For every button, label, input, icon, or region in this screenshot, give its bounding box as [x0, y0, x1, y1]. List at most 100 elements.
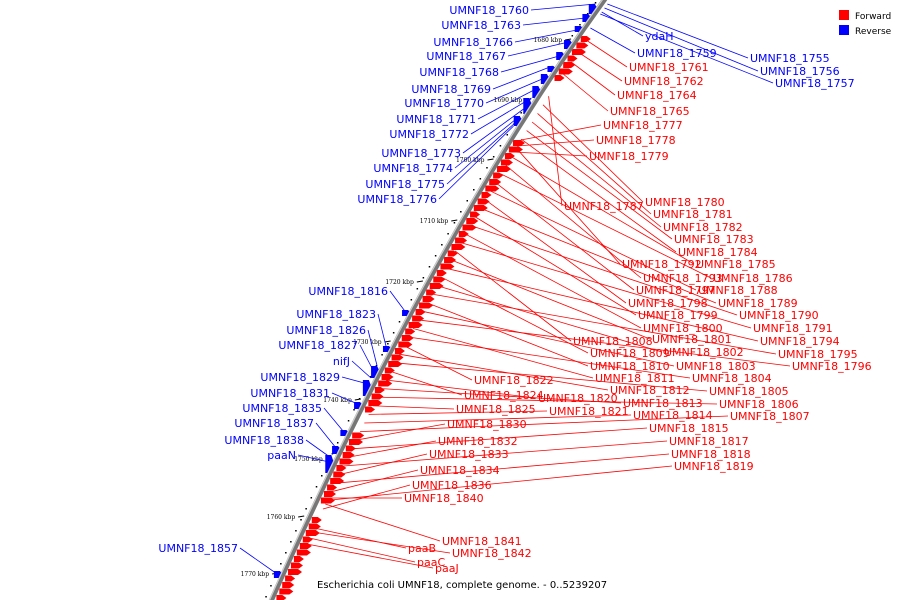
gene-label: UMNF18_1809 — [590, 347, 670, 360]
forward-gene — [352, 432, 365, 439]
gene-label: UMNF18_1837 — [234, 417, 314, 430]
forward-gene — [398, 341, 413, 348]
gene-label: UMNF18_1781 — [653, 208, 733, 221]
forward-gene — [455, 237, 468, 244]
gene-label: UMNF18_1804 — [692, 372, 772, 385]
gene-label: UMNF18_1831 — [250, 387, 330, 400]
leader-line — [445, 267, 759, 342]
gene-label: UMNF18_1835 — [242, 402, 322, 415]
forward-gene — [419, 302, 434, 309]
forward-gene — [279, 588, 294, 595]
gene-label: UMNF18_1794 — [760, 335, 840, 348]
leader-line — [590, 27, 636, 54]
leader-line — [326, 465, 673, 501]
gene-label: UMNF18_1800 — [643, 322, 723, 335]
leader-line — [426, 302, 589, 367]
forward-gene — [447, 250, 458, 257]
gene-label: UMNF18_1755 — [750, 52, 830, 65]
leader-line — [431, 293, 777, 355]
forward-gene — [345, 445, 356, 452]
leader-line — [381, 388, 622, 404]
leader-line — [368, 410, 548, 415]
gene-label: UMNF18_1789 — [718, 297, 798, 310]
leader-line — [367, 329, 378, 367]
tick-label: 1770 kbp — [241, 571, 270, 578]
leader-line — [600, 13, 774, 84]
tick-label: 1720 kbp — [385, 279, 414, 286]
forward-gene — [440, 263, 455, 270]
forward-gene — [391, 354, 404, 361]
gene-label: UMNF18_1790 — [739, 309, 819, 322]
leader-line — [412, 328, 594, 379]
minor-tick — [422, 277, 425, 279]
gene-label: UMNF18_1776 — [357, 193, 437, 206]
forward-gene — [339, 458, 354, 465]
minor-tick — [479, 178, 482, 180]
forward-gene — [308, 523, 321, 530]
gene-label: UMNF18_1775 — [365, 178, 445, 191]
forward-gene — [378, 380, 393, 387]
forward-gene — [405, 328, 416, 335]
forward-gene — [500, 159, 513, 166]
gene-label: UMNF18_1798 — [628, 297, 708, 310]
gene-label: UMNF18_1819 — [674, 460, 754, 473]
gene-label: UMNF18_1785 — [696, 258, 776, 271]
tick-mark — [451, 219, 458, 222]
minor-tick — [347, 420, 350, 422]
minor-tick — [265, 596, 267, 598]
leader-line — [510, 156, 695, 265]
leader-line — [513, 151, 588, 157]
leader-line — [562, 73, 609, 112]
leader-line — [470, 97, 532, 135]
forward-gene — [489, 179, 502, 185]
leader-line — [514, 29, 578, 43]
gene-label: UMNF18_1842 — [452, 547, 532, 560]
minor-tick — [295, 530, 297, 532]
leader-line — [438, 125, 514, 200]
forward-gene — [305, 530, 320, 536]
tick-mark — [384, 340, 391, 343]
forward-gene — [497, 166, 512, 172]
forward-gene — [296, 549, 311, 556]
gene-label: UMNF18_1810 — [590, 360, 670, 373]
gene-label: UMNF18_1767 — [426, 50, 506, 63]
leader-line — [339, 453, 428, 475]
gene-label: paaB — [408, 542, 436, 555]
legend-forward-label: Forward — [855, 12, 891, 22]
forward-gene — [336, 465, 347, 471]
leader-line — [408, 336, 691, 379]
leader-line — [360, 415, 729, 432]
forward-gene — [466, 218, 479, 224]
gene-label: UMNF18_1787 — [564, 200, 644, 213]
forward-gene — [394, 348, 405, 354]
leader-line — [526, 130, 673, 240]
gene-label: UMNF18_1801 — [652, 333, 732, 346]
leader-line — [474, 216, 637, 316]
forward-gene — [444, 257, 457, 263]
minor-tick — [492, 156, 495, 158]
forward-gene — [473, 205, 488, 211]
tick-label: 1730 kbp — [353, 339, 382, 346]
gene-label: UMNF18_1764 — [617, 89, 697, 102]
minor-tick — [473, 189, 475, 191]
leader-line — [607, 3, 749, 59]
forward-gene — [508, 146, 523, 153]
forward-gene — [327, 484, 338, 491]
gene-label: UMNF18_1824 — [464, 389, 544, 402]
leader-line — [601, 11, 644, 37]
minor-tick — [370, 376, 372, 378]
minor-tick — [434, 255, 437, 257]
minor-tick — [392, 332, 395, 334]
gene-label: UMNF18_1807 — [730, 410, 810, 423]
leader-line — [351, 360, 372, 379]
leader-line — [394, 362, 708, 392]
gene-label: UMNF18_1823 — [296, 308, 376, 321]
forward-gene — [374, 387, 385, 393]
forward-gene — [554, 75, 565, 81]
tick-label: 1700 kbp — [456, 157, 485, 164]
gene-label: UMNF18_1818 — [671, 448, 751, 461]
minor-tick — [315, 486, 318, 488]
leader-line — [421, 310, 675, 367]
tick-label: 1740 kbp — [323, 397, 352, 404]
gene-label: UMNF18_1769 — [411, 83, 491, 96]
